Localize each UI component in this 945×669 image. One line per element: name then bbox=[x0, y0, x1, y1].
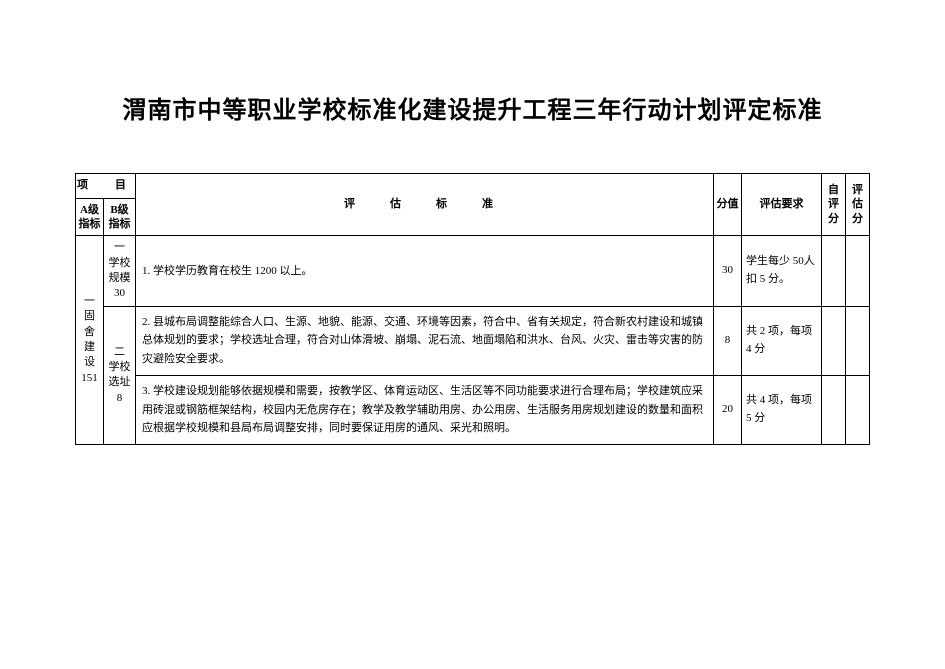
header-a-level: A级指标 bbox=[76, 198, 104, 236]
eval-score-cell bbox=[846, 236, 870, 307]
requirement-cell: 共 4 项，每项5 分 bbox=[742, 375, 822, 444]
header-score: 分值 bbox=[714, 174, 742, 236]
eval-score-cell bbox=[846, 306, 870, 375]
a-label-5: 设 bbox=[84, 356, 95, 368]
table-row: 二 学校 选址 8 2. 县城布局调整能综合人口、生源、地貌、能源、交通、环境等… bbox=[76, 306, 870, 375]
b-level-cell: 一 学校 规模 30 bbox=[104, 236, 136, 307]
b-label-1: 二 bbox=[114, 346, 125, 358]
b-label-3: 选址 bbox=[109, 376, 131, 388]
b-label-2: 学校 bbox=[109, 361, 131, 373]
b-level-cell: 二 学校 选址 8 bbox=[104, 306, 136, 444]
self-score-cell bbox=[822, 236, 846, 307]
evaluation-table: 项 目 评 估 标 准 分值 评估要求 自评分 评估分 A级指标 B级指标 一 … bbox=[75, 173, 870, 445]
criteria-cell: 1. 学校学历教育在校生 1200 以上。 bbox=[136, 236, 714, 307]
page-container: 渭南市中等职业学校标准化建设提升工程三年行动计划评定标准 项 目 评 估 标 准… bbox=[0, 0, 945, 669]
score-cell: 20 bbox=[714, 375, 742, 444]
criteria-cell: 2. 县城布局调整能综合人口、生源、地貌、能源、交通、环境等因素，符合中、省有关… bbox=[136, 306, 714, 375]
table-row: 一 固 舍 建 设 151 一 学校 规模 30 1. 学校学历教育在校生 12… bbox=[76, 236, 870, 307]
score-cell: 30 bbox=[714, 236, 742, 307]
header-project: 项 目 bbox=[76, 174, 136, 199]
criteria-cell: 3. 学校建设规划能够依据规模和需要，按教学区、体育运动区、生活区等不同功能要求… bbox=[136, 375, 714, 444]
b-label-2: 学校 bbox=[109, 257, 131, 269]
b-label-3: 规模 bbox=[109, 272, 131, 284]
header-b-level: B级指标 bbox=[104, 198, 136, 236]
a-label-3: 舍 bbox=[84, 326, 95, 338]
eval-score-cell bbox=[846, 375, 870, 444]
header-self-score: 自评分 bbox=[822, 174, 846, 236]
header-criteria: 评 估 标 准 bbox=[136, 174, 714, 236]
requirement-cell: 学生每少 50人扣 5 分。 bbox=[742, 236, 822, 307]
self-score-cell bbox=[822, 306, 846, 375]
table-header-row-1: 项 目 评 估 标 准 分值 评估要求 自评分 评估分 bbox=[76, 174, 870, 199]
a-label-score: 151 bbox=[81, 372, 98, 384]
page-title: 渭南市中等职业学校标准化建设提升工程三年行动计划评定标准 bbox=[75, 90, 870, 125]
b-label-score: 8 bbox=[117, 392, 123, 404]
a-level-cell: 一 固 舍 建 设 151 bbox=[76, 236, 104, 445]
header-requirement: 评估要求 bbox=[742, 174, 822, 236]
a-label-1: 一 bbox=[84, 295, 95, 307]
b-label-score: 30 bbox=[114, 287, 125, 299]
a-label-2: 固 bbox=[84, 310, 95, 322]
b-label-1: 一 bbox=[114, 241, 125, 253]
requirement-cell: 共 2 项，每项4 分 bbox=[742, 306, 822, 375]
a-label-4: 建 bbox=[84, 341, 95, 353]
header-eval-score: 评估分 bbox=[846, 174, 870, 236]
score-cell: 8 bbox=[714, 306, 742, 375]
self-score-cell bbox=[822, 375, 846, 444]
table-row: 3. 学校建设规划能够依据规模和需要，按教学区、体育运动区、生活区等不同功能要求… bbox=[76, 375, 870, 444]
